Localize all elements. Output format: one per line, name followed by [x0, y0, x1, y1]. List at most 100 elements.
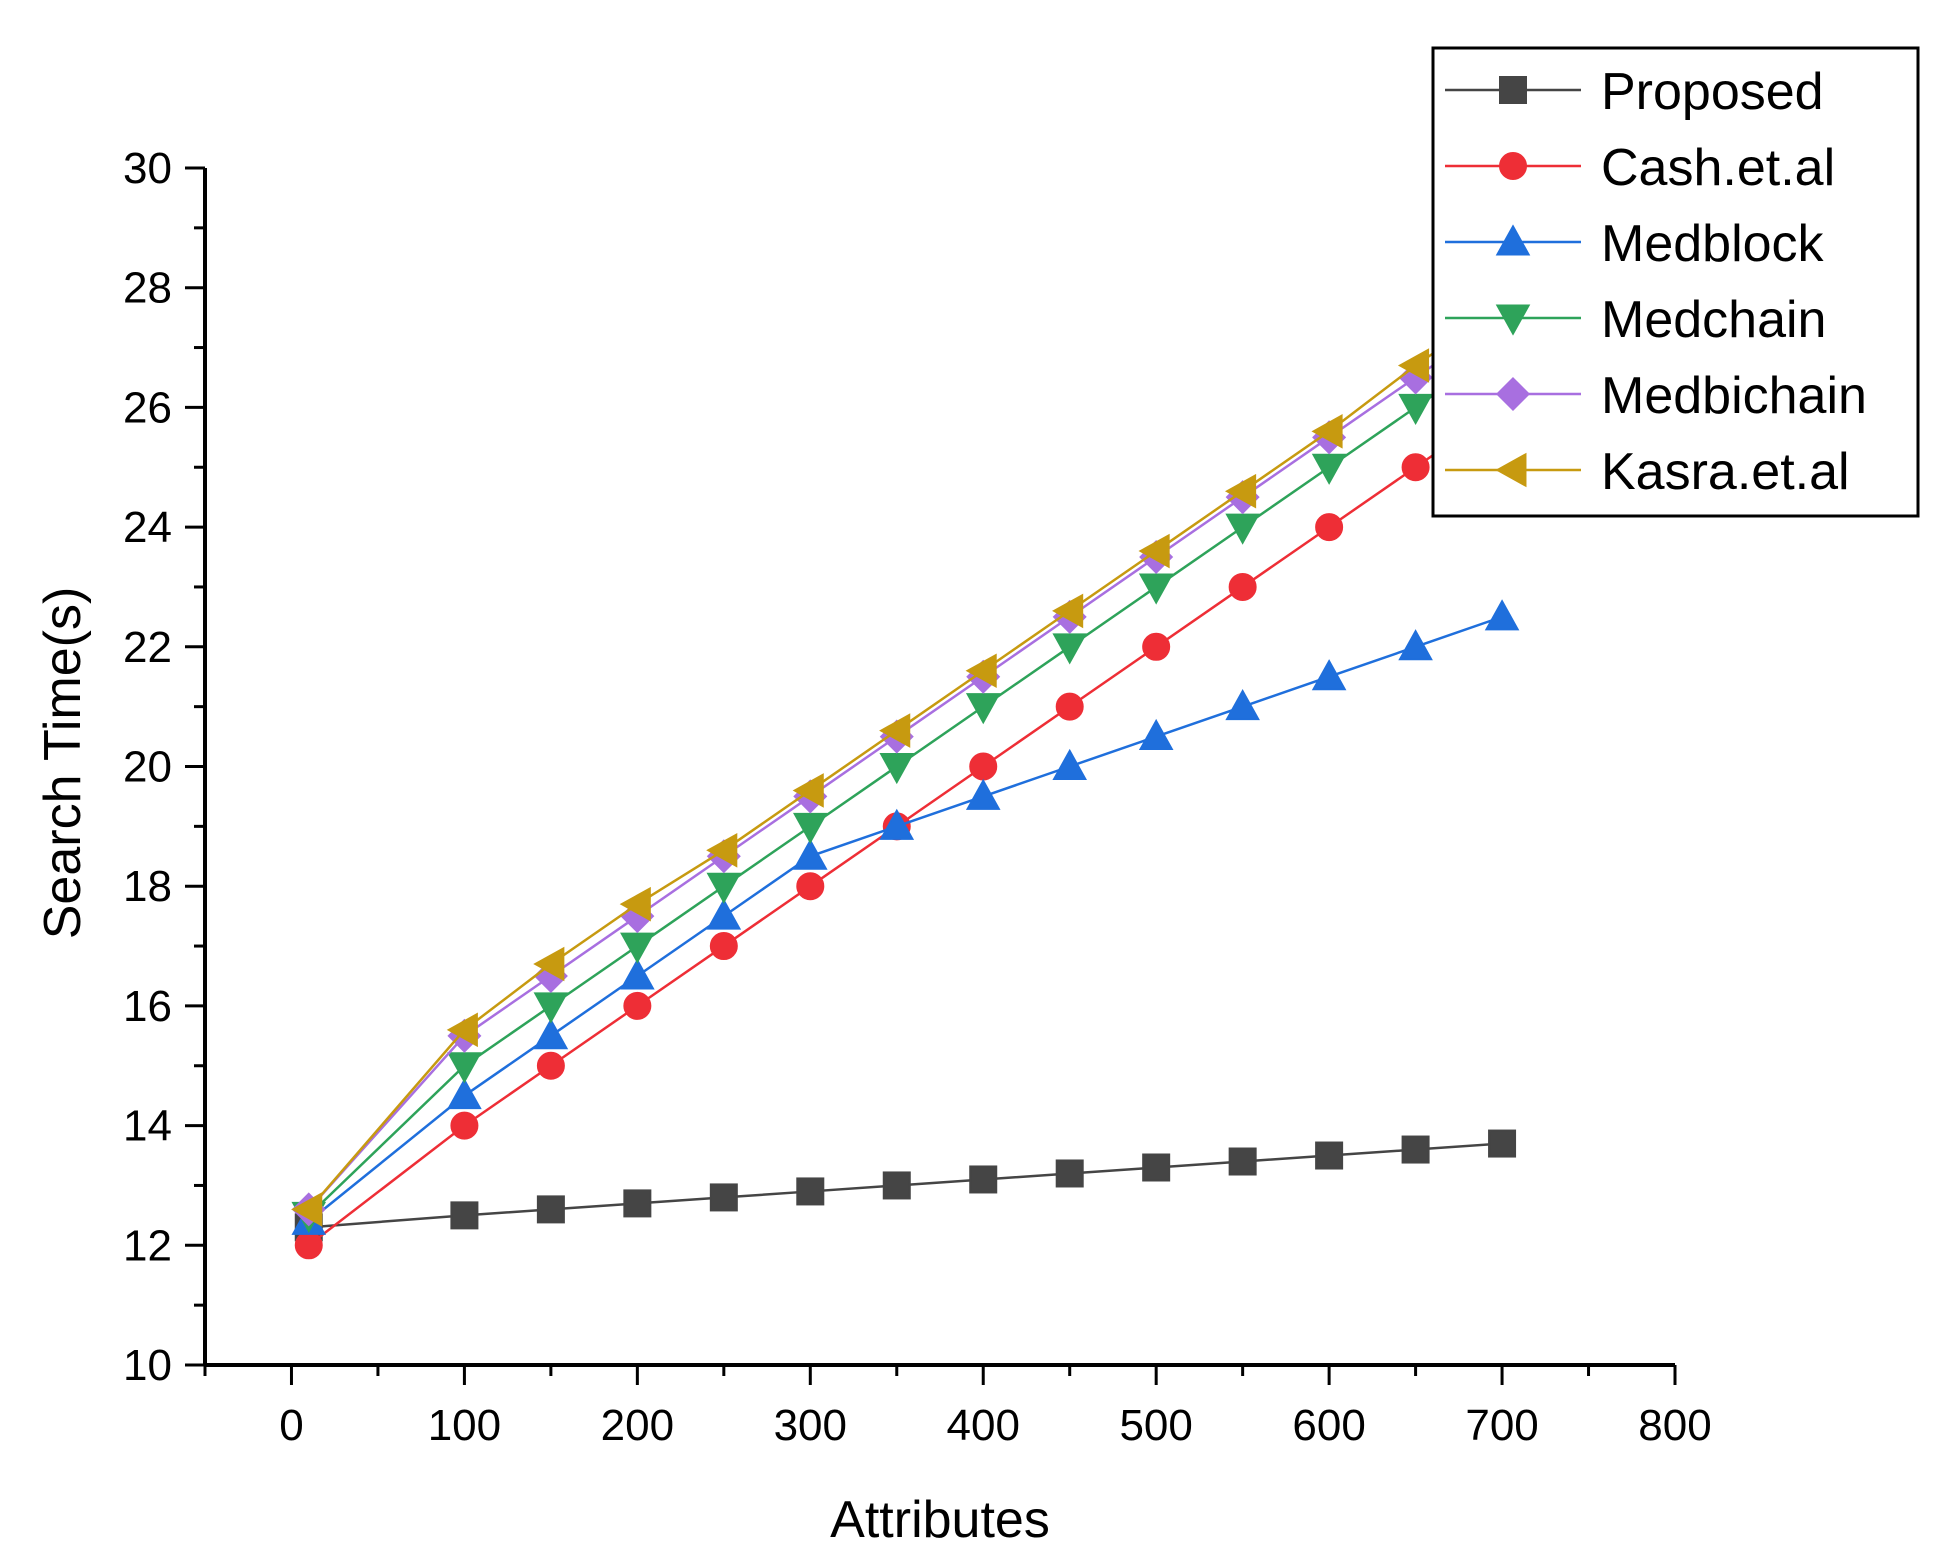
data-point [446, 1012, 478, 1048]
series-line [307, 615, 1503, 1223]
legend-label: Medchain [1601, 291, 1826, 349]
legend-label: Proposed [1601, 63, 1824, 121]
data-point [965, 778, 1001, 810]
legend-box [1431, 46, 1920, 518]
data-point [1398, 393, 1433, 426]
data-point [1315, 513, 1344, 542]
data-point [1138, 718, 1174, 751]
legend-label: Cash.et.al [1601, 139, 1835, 197]
y-tick-label: 18 [123, 862, 172, 911]
series-proposed [294, 1129, 1517, 1242]
x-tick-label: 200 [601, 1401, 674, 1450]
data-point [706, 872, 742, 904]
series-line [308, 1142, 1503, 1229]
x-tick-label: 400 [947, 1401, 1020, 1450]
y-tick-label: 16 [123, 982, 172, 1031]
data-point [1138, 573, 1174, 605]
data-point [706, 832, 738, 868]
y-tick-label: 12 [123, 1221, 172, 1270]
y-tick-label: 28 [123, 264, 172, 313]
x-tick-label: 500 [1119, 1401, 1192, 1450]
data-point [969, 752, 998, 781]
legend-item: Medblock [1445, 215, 1825, 273]
legend-item: Kasra.et.al [1445, 443, 1850, 501]
data-point [533, 1018, 569, 1050]
series-medblock [291, 599, 1520, 1235]
data-point [1052, 593, 1084, 629]
data-point [879, 808, 915, 840]
data-point [1488, 1129, 1517, 1158]
legend-item: Medchain [1445, 291, 1826, 349]
data-point [1311, 659, 1347, 691]
x-tick-label: 300 [774, 1401, 847, 1450]
axes: 0 100 200 300 400 500 600 700 800 10 12 14 16 18 20 22 2… [123, 144, 1712, 1450]
legend-item: Medbichain [1445, 367, 1867, 425]
data-point [450, 1201, 479, 1230]
series-layer [291, 288, 1520, 1260]
series-line [308, 406, 1503, 1247]
y-tick-label: 20 [123, 743, 172, 792]
legend-label: Medblock [1601, 215, 1825, 273]
data-point [1228, 572, 1257, 601]
data-point [447, 1052, 482, 1084]
y-tick-label: 24 [123, 503, 172, 552]
data-point [1311, 414, 1343, 449]
data-point [447, 1078, 482, 1110]
data-point [620, 932, 655, 964]
data-point [1397, 348, 1430, 383]
data-point [1401, 1135, 1430, 1164]
x-tick-label: 100 [428, 1401, 501, 1450]
data-point [709, 1183, 738, 1212]
x-tick-label: 600 [1292, 1401, 1365, 1450]
data-point [450, 1111, 479, 1140]
data-point [792, 838, 828, 870]
data-point [1142, 632, 1171, 661]
data-point [1311, 453, 1347, 485]
legend-marker [1499, 76, 1527, 104]
y-axis-label: Search Time(s) [34, 587, 92, 940]
series-line [307, 346, 1503, 1217]
data-point [1055, 692, 1084, 721]
data-point [623, 1189, 652, 1218]
y-tick-label: 10 [123, 1341, 172, 1390]
data-point [533, 946, 565, 982]
data-point [969, 1165, 998, 1194]
legend-marker [1499, 152, 1527, 180]
legend-item: Cash.et.al [1445, 139, 1835, 197]
data-point [1225, 513, 1260, 545]
data-point [965, 653, 997, 689]
legend-item: Proposed [1445, 63, 1824, 121]
data-point [1055, 1159, 1084, 1188]
legend: Proposed Cash.et.al Medblock Medchain Medbic… [1431, 46, 1920, 518]
data-point [965, 693, 1001, 725]
x-tick-label: 800 [1638, 1401, 1711, 1450]
legend-marker [1495, 376, 1531, 412]
data-point [1224, 473, 1257, 509]
data-point [1315, 1141, 1344, 1170]
data-point [623, 991, 652, 1020]
data-point [533, 992, 569, 1024]
x-axis-label: Attributes [830, 1491, 1050, 1549]
data-point [792, 773, 824, 808]
data-point [1401, 453, 1430, 482]
x-tick-label: 700 [1465, 1401, 1538, 1450]
data-point [536, 1195, 565, 1224]
series-medchain [291, 334, 1520, 1234]
y-tick-label: 26 [123, 383, 172, 432]
data-point [1225, 688, 1260, 721]
series-line [307, 304, 1503, 1211]
legend-label: Kasra.et.al [1601, 443, 1850, 501]
x-tick-label: 0 [279, 1401, 303, 1450]
data-point [706, 898, 742, 930]
series-line [307, 316, 1503, 1211]
legend-label: Medbichain [1601, 367, 1867, 425]
data-point [1228, 1147, 1257, 1176]
legend-marker [1495, 304, 1531, 336]
data-point [1142, 1153, 1171, 1182]
data-point [879, 753, 915, 785]
data-point [796, 1177, 825, 1206]
data-point [709, 932, 738, 961]
data-point [792, 812, 828, 845]
